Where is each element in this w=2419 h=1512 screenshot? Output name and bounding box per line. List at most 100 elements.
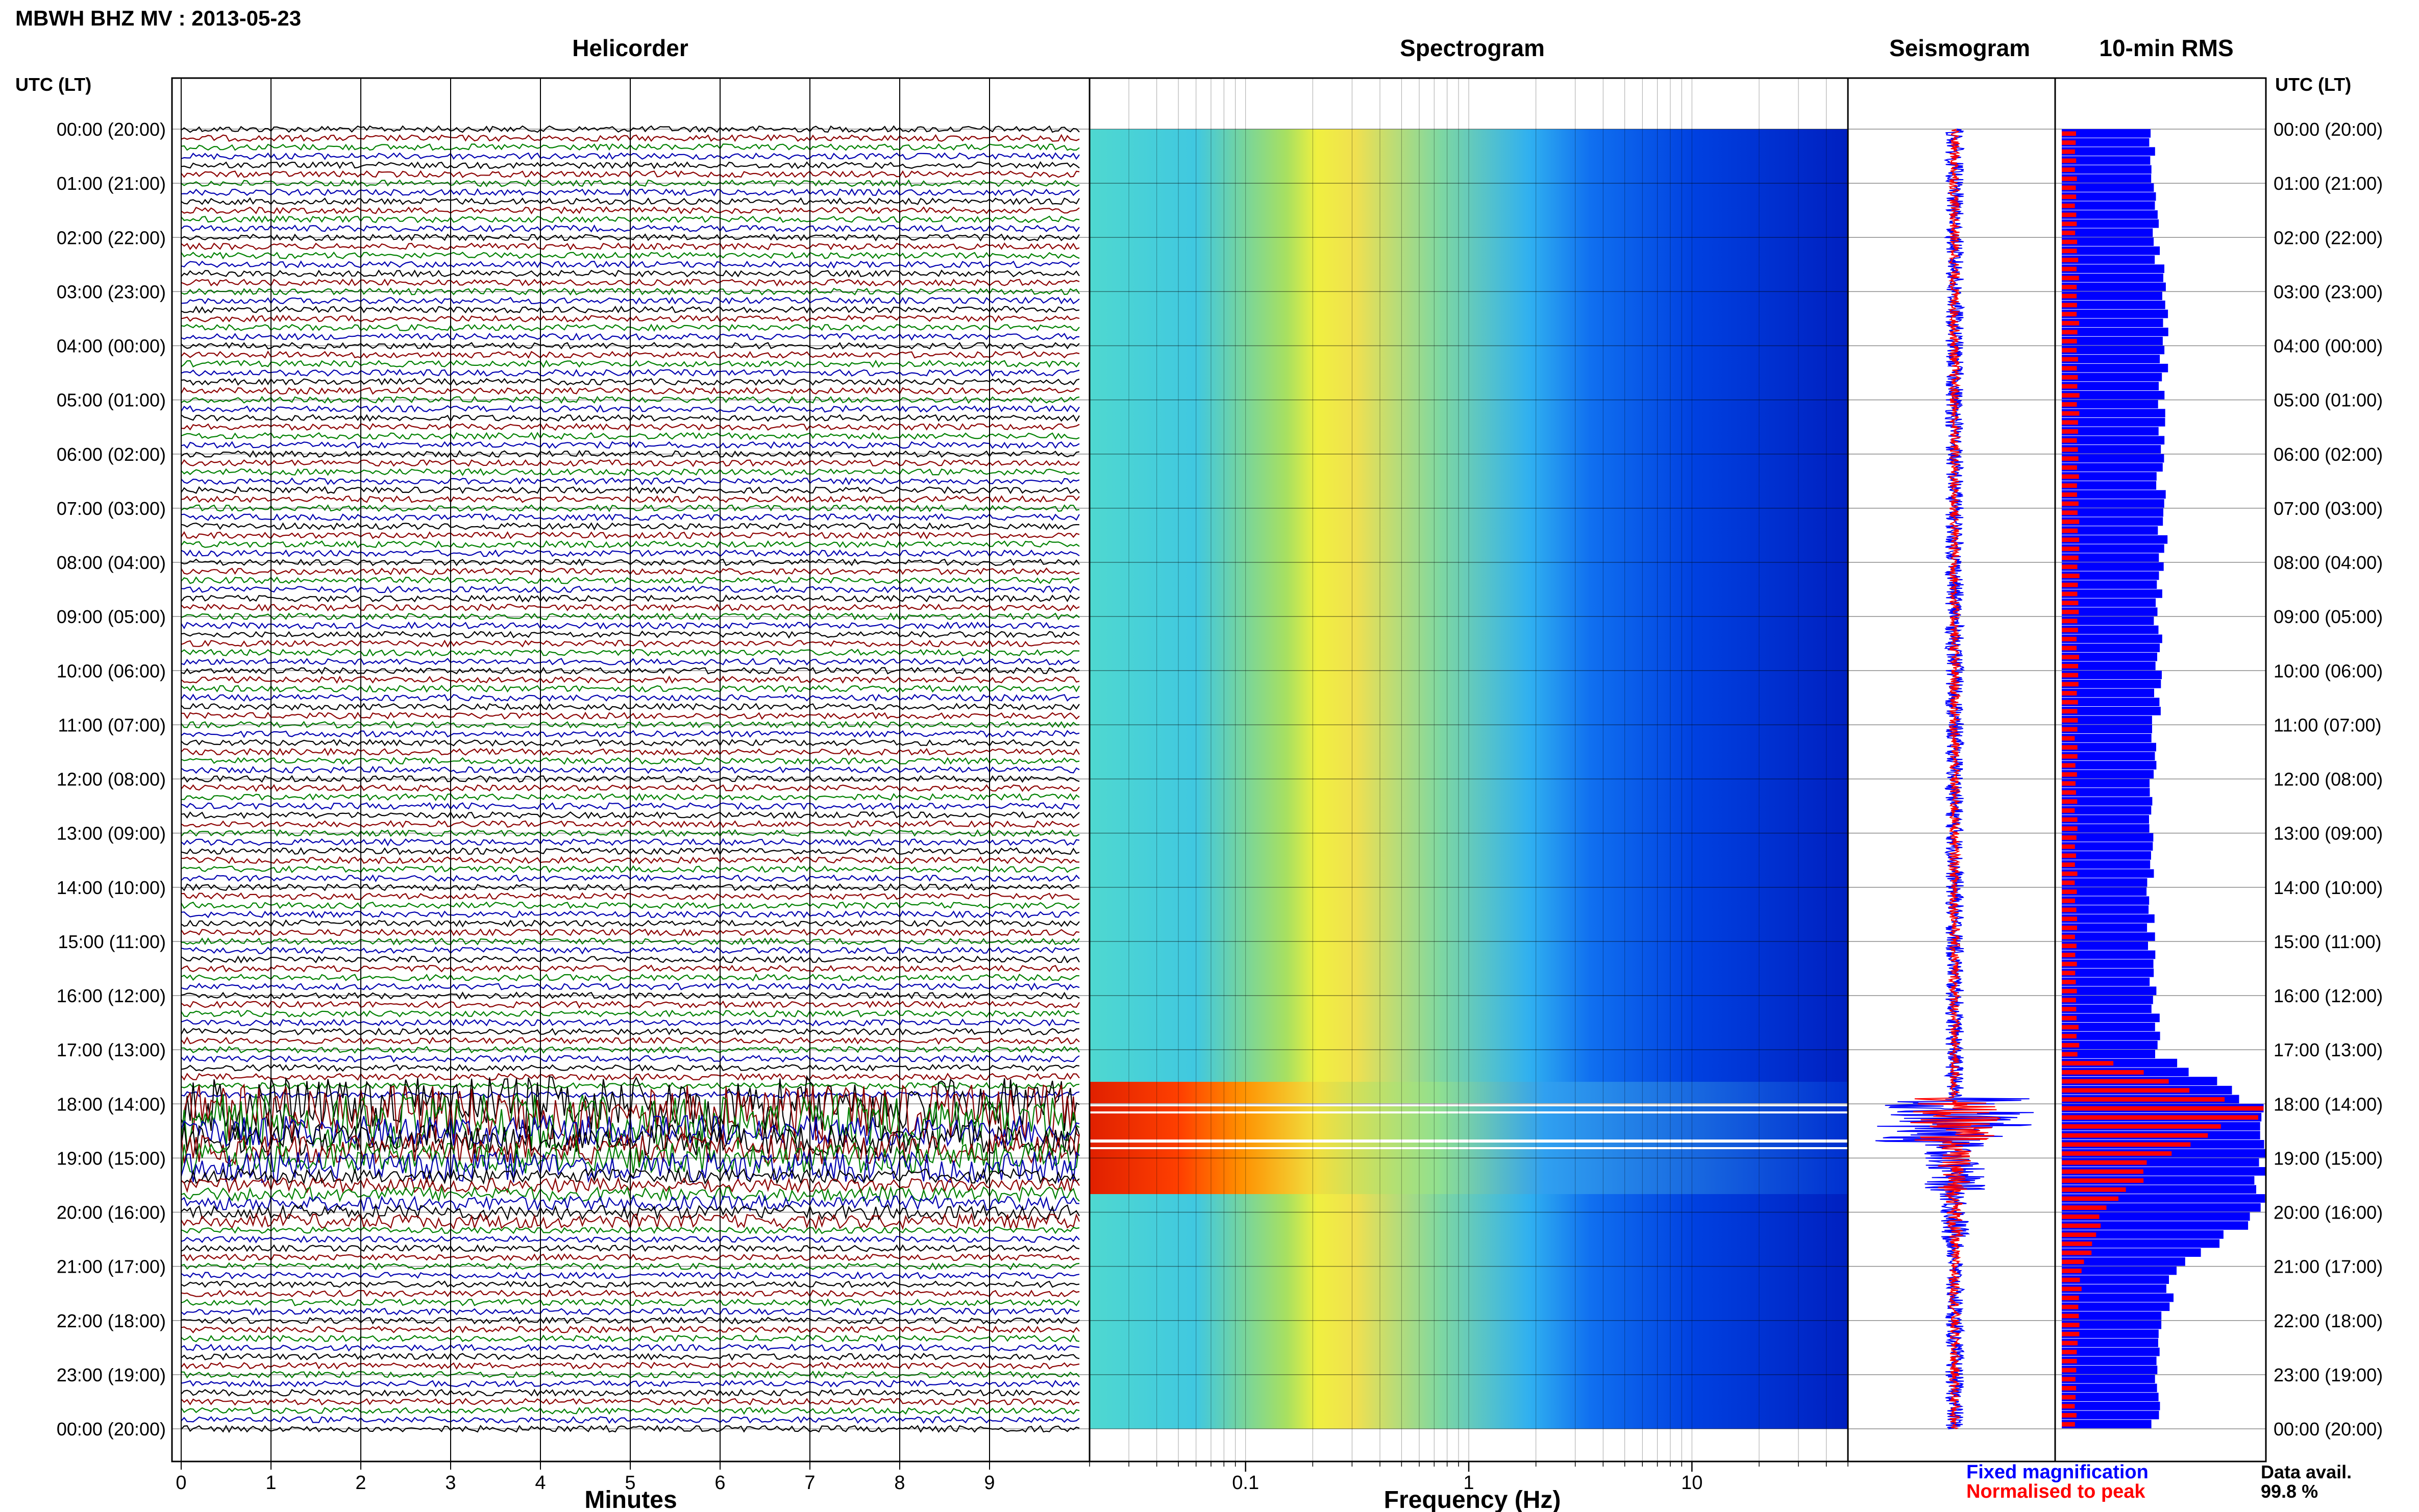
rms-normalised-bar [2062,971,2076,976]
rms-normalised-bar [2062,862,2075,867]
rms-fixed-bar [2062,1311,2162,1320]
seismogram-normalised [1910,129,2001,1429]
rms-fixed-bar [2062,183,2154,192]
rms-fixed-bar [2062,309,2168,318]
rms-normalised-bar [2062,817,2078,822]
rms-fixed-bar [2062,454,2164,463]
rms-normalised-bar [2062,519,2080,524]
rms-fixed-bar [2062,788,2150,797]
rms-normalised-bar [2062,1142,2191,1147]
minute-tick-label: 2 [355,1472,366,1494]
rms-fixed-bar [2062,274,2163,282]
rms-normalised-bar [2062,1277,2080,1282]
rms-normalised-bar [2062,889,2077,894]
rms-fixed-bar [2062,688,2154,698]
rms-normalised-bar [2062,375,2078,380]
rms-fixed-bar [2062,833,2154,842]
rms-normalised-bar [2062,1034,2077,1038]
rms-normalised-bar [2062,1323,2080,1327]
rms-fixed-bar [2062,544,2164,553]
rms-normalised-bar [2062,501,2079,506]
rms-normalised-bar [2062,1025,2079,1030]
hour-label-left: 04:00 (00:00) [57,336,166,357]
rms-normalised-bar [2062,1377,2076,1382]
rms-fixed-bar [2062,1275,2169,1284]
rms-normalised-bar [2062,691,2077,696]
rms-fixed-bar [2062,878,2148,887]
rms-normalised-bar [2062,1151,2172,1156]
rms-normalised-bar [2062,944,2077,949]
rms-fixed-bar [2062,1221,2249,1230]
rms-normalised-bar [2062,781,2076,786]
rms-normalised-bar [2062,555,2079,560]
rms-normalised-bar [2062,239,2078,244]
rms-fixed-bar [2062,1266,2177,1275]
rms-fixed-bar [2062,607,2158,616]
rms-fixed-bar [2062,1393,2159,1401]
rms-fixed-bar [2062,752,2155,761]
hour-label-left: 03:00 (23:00) [57,281,166,302]
rms-normalised-bar [2062,1250,2092,1255]
hour-label-right: 14:00 (10:00) [2274,877,2383,898]
hour-label-right: 11:00 (07:00) [2274,714,2381,735]
rms-fixed-bar [2062,923,2148,932]
rms-fixed-bar [2062,1293,2174,1302]
rms-normalised-bar [2062,547,2080,551]
rms-fixed-bar [2062,499,2164,508]
helicorder-grid [181,78,990,1461]
rms-normalised-bar [2062,564,2078,569]
rms-normalised-bar [2062,465,2077,470]
hour-label-right: 22:00 (18:00) [2274,1310,2383,1331]
rms-normalised-bar [2062,898,2075,903]
rms-fixed-bar [2062,246,2160,255]
rms-fixed-bar [2062,138,2150,147]
hour-label-left: 11:00 (07:00) [58,714,166,735]
rms-normalised-bar [2062,1286,2082,1292]
rms-normalised-bar [2062,194,2077,200]
rms-fixed-bar [2062,634,2162,643]
hour-label-right: 06:00 (02:00) [2274,444,2383,465]
rms-normalised-bar [2062,628,2078,633]
rms-fixed-bar [2062,932,2155,941]
hour-label-right: 16:00 (12:00) [2274,985,2383,1006]
hour-label-right: 20:00 (16:00) [2274,1202,2383,1223]
rms-fixed-bar [2062,409,2165,418]
rms-fixed-bar [2062,174,2152,183]
rms-fixed-bar [2062,1374,2155,1383]
rms-normalised-bar [2062,772,2077,777]
helicorder-title: Helicorder [572,35,688,61]
rms-fixed-bar [2062,977,2150,986]
rms-normalised-bar [2062,429,2078,434]
rms-title: 10-min RMS [2099,35,2233,61]
hour-label-right: 00:00 (20:00) [2274,119,2383,140]
rms-fixed-bar [2062,571,2159,580]
rms-fixed-bar [2062,625,2159,634]
frequency-tick-label: 0.1 [1232,1472,1259,1494]
hour-label-right: 08:00 (04:00) [2274,552,2383,573]
legend-fixed: Fixed magnification [1966,1461,2149,1483]
rms-fixed-bar [2062,842,2153,851]
hour-labels-left: 00:00 (20:00) 01:00 (21:00) 02:00 (22:00) 0… [57,119,166,1440]
hour-label-right: 10:00 (06:00) [2274,660,2383,681]
frequency-axis-label: Frequency (Hz) [1384,1486,1561,1512]
rms-fixed-bar [2062,896,2150,905]
rms-normalised-bar [2062,483,2077,488]
rms-normalised-bar [2062,348,2077,353]
hour-label-left: 01:00 (21:00) [57,173,166,194]
rms-normalised-bar [2062,456,2079,461]
frequency-tick-label: 1 [1463,1472,1474,1494]
rms-normalised-bar [2062,853,2076,858]
rms-normalised-bar [2062,655,2079,660]
rms-normalised-bar [2062,1124,2221,1129]
hour-label-left: 22:00 (18:00) [57,1310,166,1331]
rms-normalised-bar [2062,1088,2190,1093]
rms-normalised-bar [2062,988,2077,994]
rms-fixed-bar [2062,1284,2166,1293]
rms-normalised-bar [2062,285,2077,289]
rms-normalised-bar [2062,835,2077,840]
rms-fixed-bar [2062,770,2154,779]
rms-fixed-bar [2062,968,2154,977]
rms-normalised-bar [2062,582,2078,587]
rms-fixed-bar [2062,1023,2155,1031]
rms-normalised-bar [2062,736,2075,741]
